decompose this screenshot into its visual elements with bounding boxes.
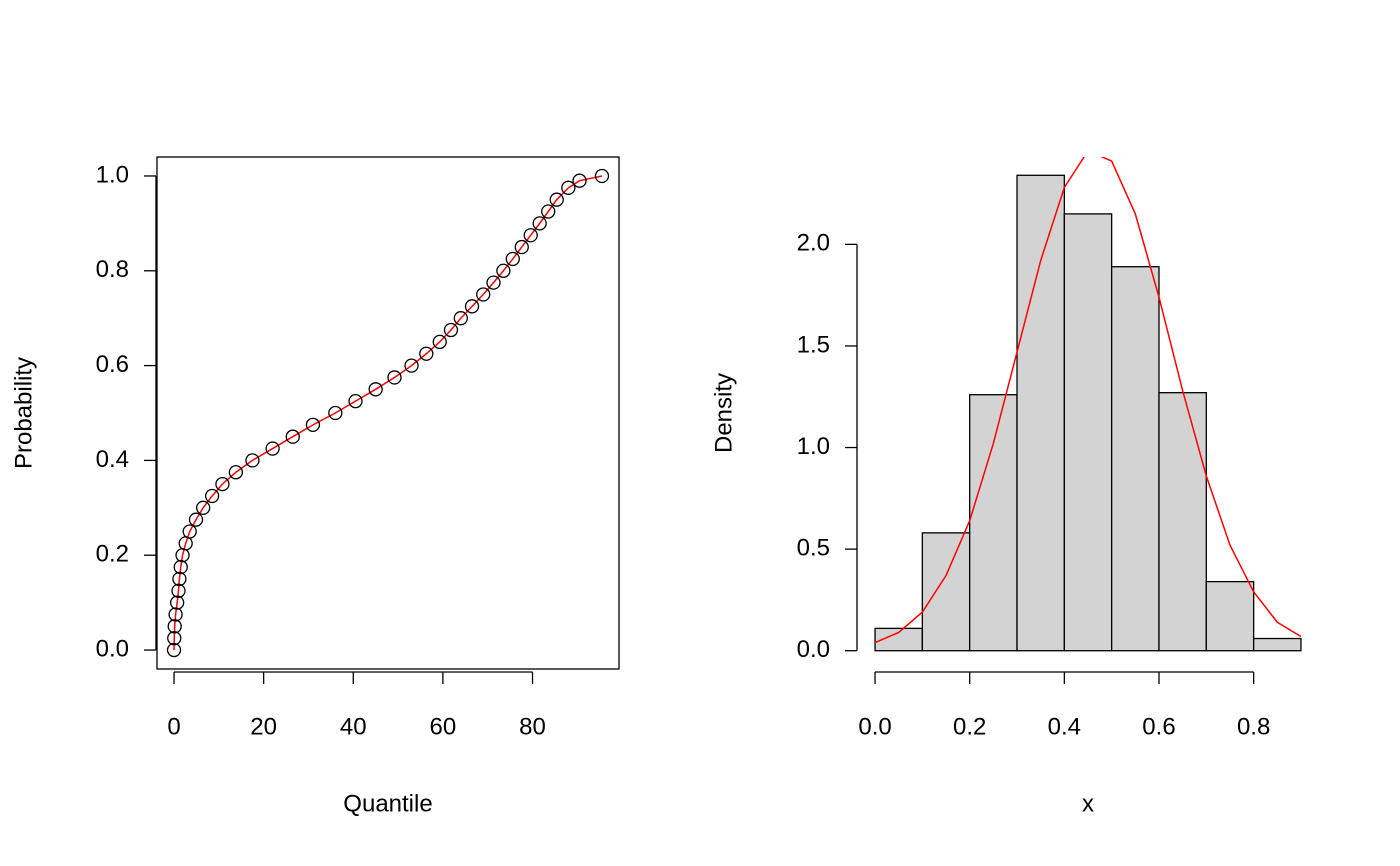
point — [432, 334, 447, 350]
bar — [1158, 392, 1207, 652]
y-tick-label: 1.0 — [797, 433, 830, 460]
y-tick-label: 0.6 — [96, 351, 129, 378]
point — [453, 311, 468, 326]
x-tick-label: 20 — [250, 713, 277, 740]
point — [443, 322, 459, 338]
point — [328, 405, 343, 421]
bar — [1063, 213, 1113, 652]
point — [167, 631, 182, 646]
x-tick-label: 0.8 — [1237, 713, 1270, 740]
point — [464, 299, 480, 314]
bar — [969, 394, 1018, 652]
bar — [1111, 266, 1160, 652]
point — [265, 441, 280, 456]
point — [476, 287, 491, 302]
point — [561, 180, 576, 195]
point — [172, 571, 187, 587]
point — [514, 239, 529, 255]
point — [167, 619, 182, 634]
x-axis-title: Quantile — [343, 790, 432, 817]
point — [168, 607, 183, 622]
point — [549, 192, 564, 207]
point — [188, 512, 204, 527]
point — [173, 559, 188, 575]
density-curve — [874, 157, 1302, 644]
bar — [1252, 637, 1302, 652]
y-tick-label: 0.0 — [797, 636, 830, 663]
point — [204, 488, 220, 504]
point — [387, 370, 402, 385]
x-tick-label: 0.0 — [858, 713, 891, 740]
x-tick-label: 0.4 — [1048, 713, 1081, 740]
y-tick-label: 0.0 — [96, 635, 129, 662]
fit-line — [173, 175, 603, 651]
x-tick-label: 40 — [340, 713, 367, 740]
point — [419, 346, 434, 361]
point — [404, 358, 419, 373]
point — [166, 642, 182, 658]
point — [305, 417, 321, 433]
point — [486, 275, 501, 290]
y-axis-title: Probability — [10, 357, 37, 469]
y-tick-label: 0.5 — [797, 534, 830, 561]
x-axis-title: x — [1082, 790, 1094, 817]
point — [182, 524, 197, 539]
x-tick-label: 60 — [430, 713, 457, 740]
y-axis-title: Density — [710, 373, 737, 453]
bar — [1016, 174, 1065, 652]
point — [505, 251, 520, 267]
bar — [1205, 580, 1255, 652]
point — [532, 216, 547, 231]
point — [228, 465, 244, 480]
point — [368, 382, 383, 397]
y-tick-label: 0.8 — [96, 256, 129, 283]
y-tick-label: 2.0 — [797, 230, 830, 257]
point — [594, 168, 610, 184]
point — [245, 453, 260, 468]
x-tick-label: 0.6 — [1142, 713, 1175, 740]
y-tick-label: 1.5 — [797, 331, 830, 358]
bar — [921, 532, 971, 652]
point — [196, 500, 211, 515]
plot-box — [156, 156, 620, 670]
point — [170, 595, 185, 610]
point — [171, 583, 186, 598]
point — [348, 393, 363, 409]
point — [523, 228, 538, 243]
point — [572, 173, 587, 188]
point — [215, 476, 230, 492]
x-tick-label: 0.2 — [953, 713, 986, 740]
x-tick-label: 80 — [519, 713, 546, 740]
point — [496, 263, 511, 278]
x-tick-label: 0 — [167, 713, 180, 740]
point — [285, 429, 300, 444]
y-tick-label: 0.2 — [96, 541, 129, 568]
plot-area — [874, 157, 1302, 652]
y-tick-label: 0.4 — [96, 446, 129, 473]
point — [541, 204, 556, 219]
plot-area — [166, 168, 610, 658]
y-tick-label: 1.0 — [96, 161, 129, 188]
